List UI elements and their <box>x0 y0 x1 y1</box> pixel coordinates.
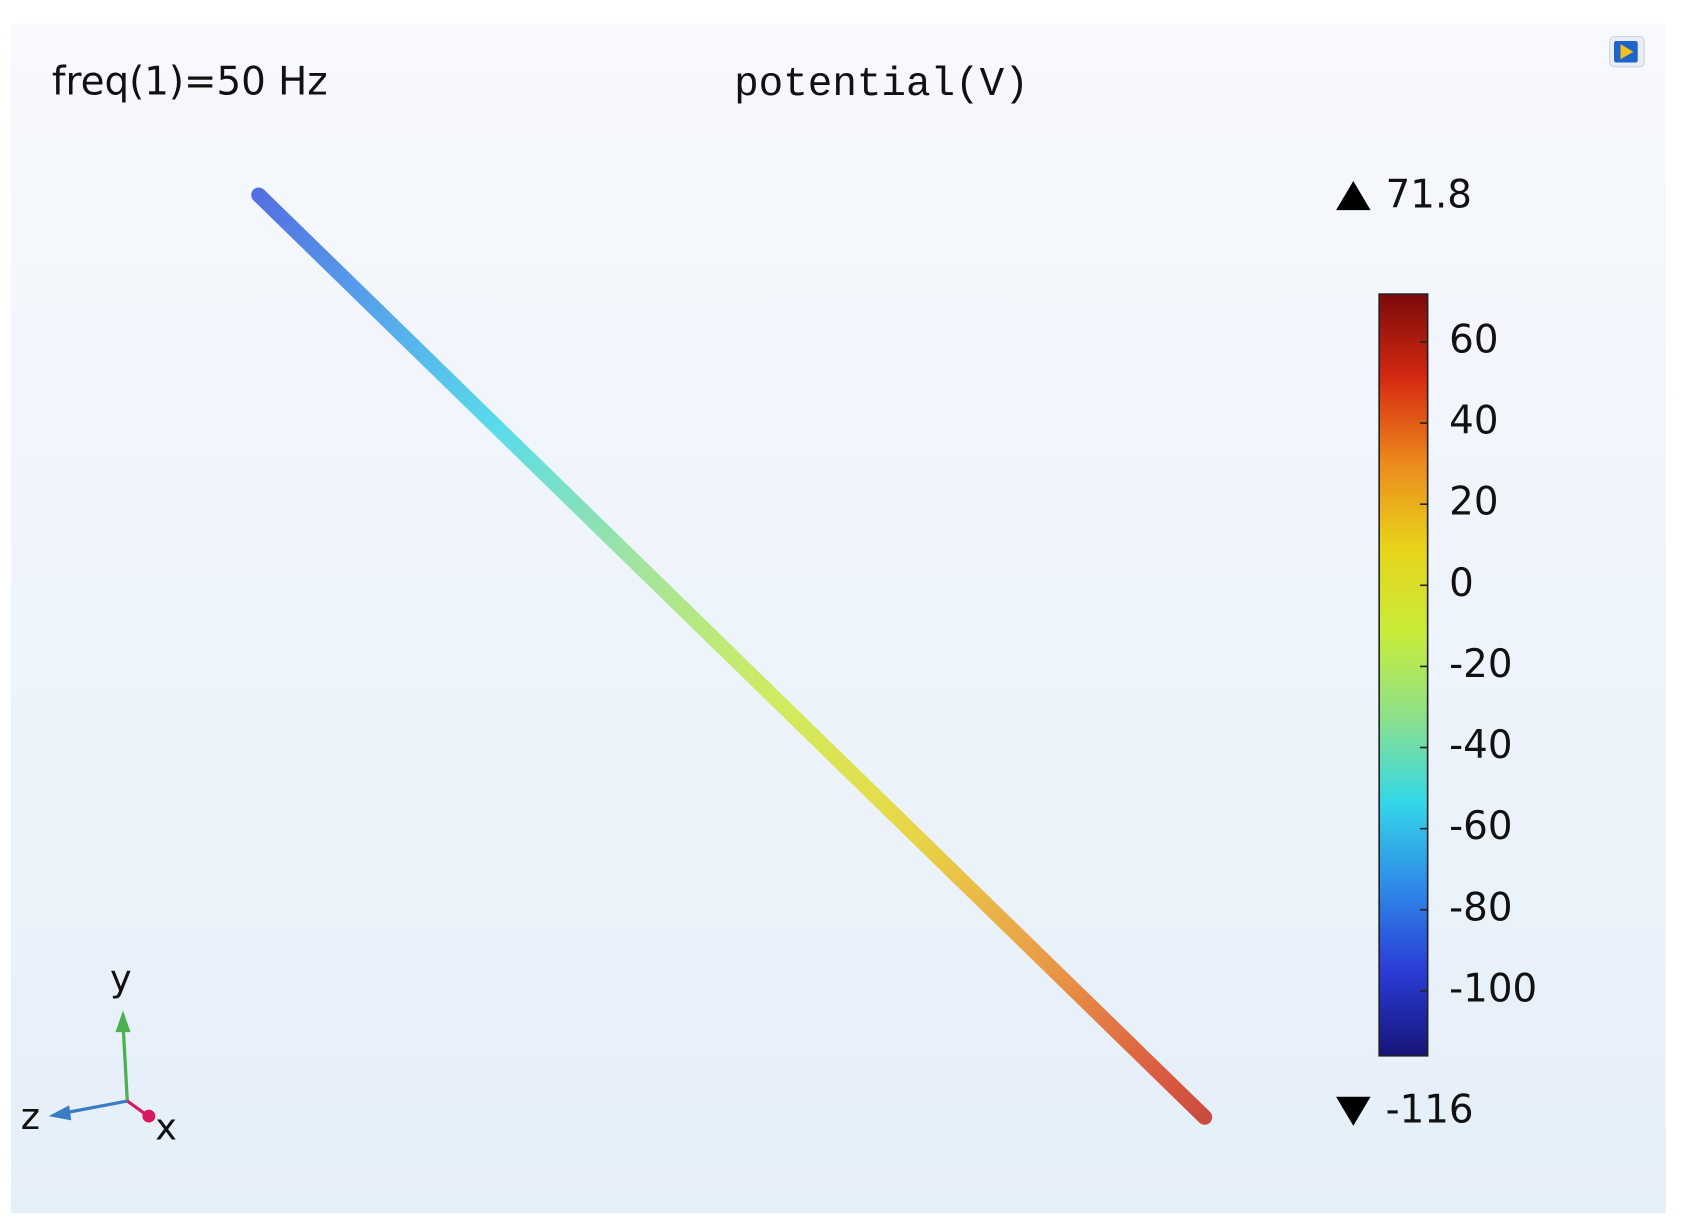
min-marker <box>1336 1096 1371 1126</box>
tick-label: 20 <box>1449 480 1498 525</box>
tick-label: -100 <box>1449 966 1537 1011</box>
colorbar <box>1378 293 1429 1057</box>
min-label: -116 <box>1386 1087 1474 1132</box>
tick-label: 0 <box>1449 561 1474 606</box>
max-marker <box>1336 180 1371 211</box>
tick-label: -40 <box>1449 723 1512 768</box>
tick-label: 40 <box>1449 399 1498 444</box>
view-icon[interactable] <box>1609 36 1645 68</box>
tick-label: -20 <box>1449 642 1512 687</box>
axis-label-x: x <box>155 1106 177 1149</box>
tick-label: -80 <box>1449 885 1512 930</box>
max-label: 71.8 <box>1386 173 1472 218</box>
axis-label-y: y <box>110 957 132 1000</box>
tick-label: 60 <box>1449 317 1498 362</box>
tick-label: -60 <box>1449 804 1512 849</box>
axis-triad: y z x <box>21 957 177 1149</box>
chart-title: potential(V) <box>734 62 1029 108</box>
annotation: freq(1)=50 Hz <box>52 60 328 105</box>
potential-line <box>251 187 1213 1125</box>
axis-label-z: z <box>21 1095 40 1138</box>
